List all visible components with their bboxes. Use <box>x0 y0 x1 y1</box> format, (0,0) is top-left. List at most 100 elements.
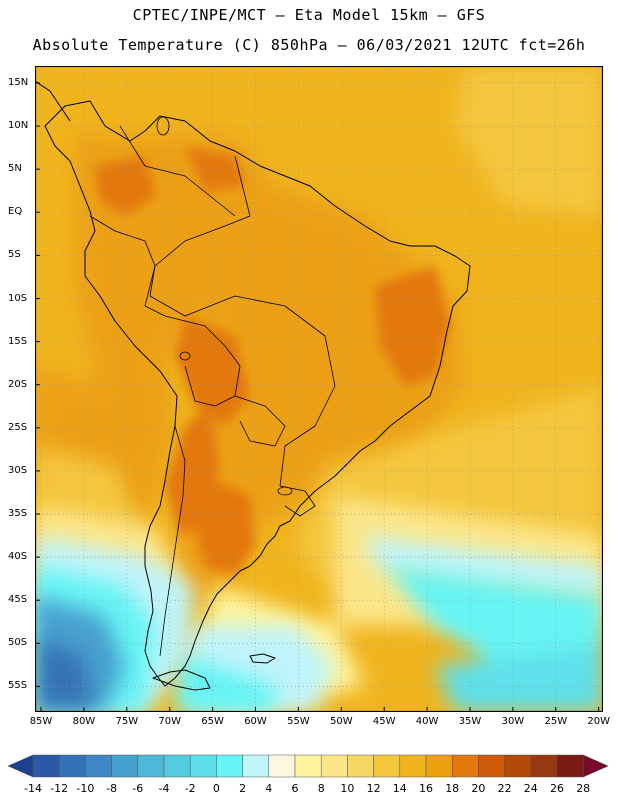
colorbar-label: -4 <box>158 782 170 795</box>
colorbar-cell <box>137 754 165 778</box>
colorbar-label: 14 <box>392 782 407 795</box>
field-minus12-minus4 <box>35 596 125 712</box>
colorbar-cell <box>556 754 584 778</box>
colorbar-label: 8 <box>317 782 325 795</box>
colorbar-label: 4 <box>265 782 273 795</box>
lon-label: 50W <box>329 716 353 727</box>
border-brazil <box>149 155 336 487</box>
colorbar-cell <box>163 754 191 778</box>
lake-titicaca <box>179 351 191 361</box>
lat-label: 30S <box>8 464 28 476</box>
lat-label: 40S <box>8 551 28 563</box>
central-america <box>35 80 71 122</box>
border-andes <box>159 425 186 657</box>
colorbar-cell <box>373 754 401 778</box>
lon-label: 80W <box>72 716 96 727</box>
temperature-map <box>35 66 603 712</box>
colorbar-cell <box>347 754 374 778</box>
lat-label: 10N <box>8 120 29 132</box>
colorbar-cell <box>425 754 453 778</box>
colorbar-label: -10 <box>76 782 95 795</box>
colorbar-arrow-low <box>8 754 34 778</box>
lon-label: 45W <box>372 716 396 727</box>
colorbar-label: 20 <box>471 782 486 795</box>
lat-label: 20S <box>8 378 28 390</box>
colorbar-label: 18 <box>445 782 460 795</box>
colorbar-label: 6 <box>291 782 299 795</box>
lat-label: 50S <box>8 637 28 649</box>
colorbar-cell <box>268 754 296 778</box>
lat-label: 5N <box>8 163 22 175</box>
colorbar-cell <box>189 754 217 778</box>
colorbar-label: -14 <box>24 782 42 795</box>
lon-label: 25W <box>544 716 568 727</box>
colorbar-cell <box>399 754 427 778</box>
axis-ticks <box>35 82 600 712</box>
colorbar-cell <box>58 754 86 778</box>
colorbar-label: 24 <box>523 782 538 795</box>
colorbar-cell <box>451 754 479 778</box>
colorbar-label: 2 <box>239 782 247 795</box>
lat-label: 25S <box>8 421 28 433</box>
lakes <box>156 116 293 496</box>
lon-label: 55W <box>287 716 310 727</box>
lat-label: EQ <box>8 206 23 218</box>
colorbar-cell <box>294 754 322 778</box>
colorbar-label: 10 <box>340 782 355 795</box>
colorbar-label: 28 <box>576 782 591 795</box>
lat-label: 35S <box>8 508 28 519</box>
lat-lon-grid <box>35 66 603 712</box>
colorbar-cell <box>478 754 505 778</box>
lat-label: 55S <box>8 680 28 692</box>
chart-title-line2: Absolute Temperature (C) 850hPa – 06/03/… <box>32 36 586 54</box>
lon-label: 35W <box>458 716 482 727</box>
colorbar-label: -2 <box>184 782 196 795</box>
coastlines <box>35 80 471 691</box>
colorbar-label: 0 <box>212 782 220 795</box>
lat-label: 15N <box>8 77 29 88</box>
colorbar-label: 22 <box>497 782 512 795</box>
colorbar-cell <box>85 754 112 778</box>
tierra-del-fuego <box>152 669 211 691</box>
border-paraguay <box>234 395 286 447</box>
lat-label: 15S <box>8 335 28 347</box>
lagoa-dos-patos <box>277 486 293 496</box>
colorbar-label: -12 <box>50 782 69 795</box>
lake-maracaibo <box>156 116 170 136</box>
colorbar-cell <box>216 754 243 778</box>
lon-label: 85W <box>29 716 53 727</box>
lon-label: 65W <box>201 716 224 727</box>
lon-label: 20W <box>587 716 610 727</box>
colorbar-cell <box>111 754 139 778</box>
colorbar-label: 16 <box>419 782 433 795</box>
lon-label: 60W <box>244 716 267 727</box>
colorbar-label: -8 <box>106 782 118 795</box>
colorbar-cell <box>32 754 60 778</box>
colorbar-cell <box>504 754 532 778</box>
colorbar-cell <box>530 754 558 778</box>
colorbar-cell <box>320 754 348 778</box>
field-20-22 <box>95 146 450 576</box>
colorbar-cells <box>8 754 609 778</box>
border-uruguay <box>279 485 316 517</box>
lon-label: 30W <box>501 716 525 727</box>
lon-label: 70W <box>158 716 181 727</box>
falkland-islands <box>249 653 276 664</box>
colorbar-label: -6 <box>132 782 144 795</box>
lat-label: 5S <box>8 249 21 261</box>
colorbar-label: 12 <box>366 782 381 795</box>
chart-title-line1: CPTEC/INPE/MCT – Eta Model 15km – GFS <box>132 6 486 24</box>
lon-label: 75W <box>115 716 139 727</box>
colorbar-label: 26 <box>550 782 564 795</box>
lat-label: 10S <box>8 292 28 304</box>
temperature-field <box>35 66 603 712</box>
map-frame <box>35 66 603 712</box>
border-bolivia <box>164 315 241 407</box>
lon-label: 40W <box>415 716 439 727</box>
border-colombia-venezuela <box>119 125 236 217</box>
lat-label: 45S <box>8 594 28 606</box>
colorbar-cell <box>242 754 270 778</box>
colorbar-arrow-high <box>582 754 609 778</box>
south-america-coastline <box>44 100 471 687</box>
border-peru-ecuador <box>89 215 166 317</box>
